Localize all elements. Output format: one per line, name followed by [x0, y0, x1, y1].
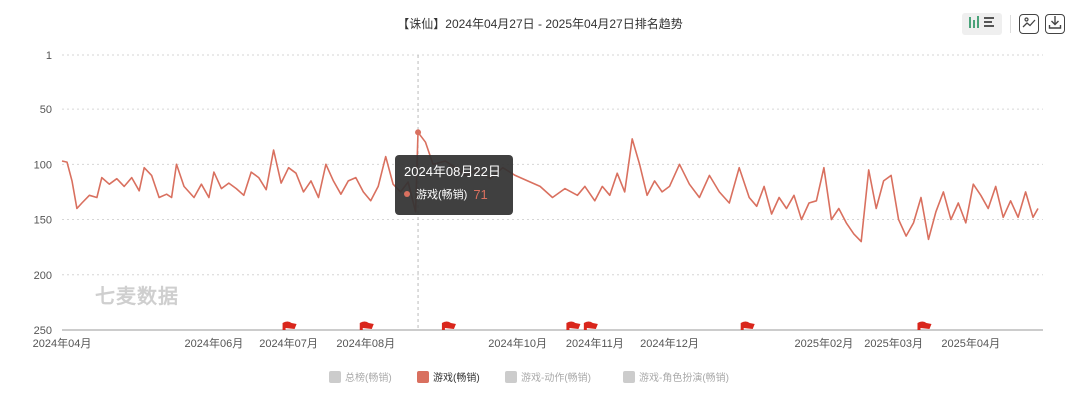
- x-axis: 2024年04月 2024年06月 2024年07月 2024年08月 2024年10月…: [33, 336, 1001, 350]
- event-flag[interactable]: [917, 321, 932, 331]
- hover-point: [415, 129, 422, 136]
- x-tick-label: 2025年04月: [941, 336, 1000, 350]
- x-tick-label: 2024年04月: [33, 336, 92, 350]
- legend-swatch[interactable]: [505, 371, 517, 383]
- x-tick-label: 2024年07月: [259, 336, 318, 350]
- event-flag[interactable]: [583, 321, 598, 331]
- y-tick-label: 150: [34, 215, 52, 227]
- series-line: [61, 131, 1039, 243]
- tooltip-value: 71: [473, 186, 488, 202]
- legend-item[interactable]: 游戏-动作(畅销): [505, 371, 591, 384]
- tooltip: 2024年08月22日 游戏(畅销) 71: [395, 155, 513, 215]
- legend: 总榜(畅销) 游戏(畅销) 游戏-动作(畅销) 游戏-角色扮演(畅销): [329, 371, 729, 384]
- download-icon[interactable]: [1048, 15, 1062, 34]
- tooltip-series-name: 游戏(畅销): [416, 189, 468, 201]
- save-image-button[interactable]: [1019, 14, 1039, 34]
- tooltip-row: 游戏(畅销) 71: [404, 186, 504, 202]
- legend-label[interactable]: 总榜(畅销): [345, 371, 392, 384]
- event-flag[interactable]: [359, 321, 374, 331]
- x-tick-label: 2025年03月: [864, 336, 923, 350]
- x-tick-label: 2025年02月: [795, 336, 854, 350]
- y-tick-label: 100: [34, 159, 52, 171]
- legend-swatch[interactable]: [329, 371, 341, 383]
- chart-title: 【诛仙】2024年04月27日 - 2025年04月27日排名趋势: [397, 16, 682, 31]
- event-flags[interactable]: [282, 321, 932, 331]
- x-tick-label: 2024年08月: [336, 336, 395, 350]
- event-flag[interactable]: [441, 321, 456, 331]
- legend-label[interactable]: 游戏-角色扮演(畅销): [639, 371, 729, 384]
- legend-swatch[interactable]: [417, 371, 429, 383]
- x-tick-label: 2024年12月: [640, 336, 699, 350]
- legend-item[interactable]: 游戏-角色扮演(畅销): [623, 371, 729, 384]
- save-image-icon[interactable]: [1022, 15, 1036, 34]
- legend-swatch[interactable]: [623, 371, 635, 383]
- x-tick-label: 2024年06月: [185, 336, 244, 350]
- chart-toolbar: [962, 13, 1065, 35]
- legend-label[interactable]: 游戏-动作(畅销): [521, 371, 591, 384]
- event-flag[interactable]: [566, 321, 581, 331]
- legend-label[interactable]: 游戏(畅销): [433, 371, 480, 384]
- watermark: 七麦数据: [95, 284, 179, 308]
- download-button[interactable]: [1045, 14, 1065, 34]
- grid-lines: [62, 54, 1043, 331]
- chart-type-toggle-icon[interactable]: [968, 15, 996, 34]
- y-tick-label: 1: [46, 50, 52, 62]
- legend-item[interactable]: 总榜(畅销): [329, 371, 392, 384]
- legend-item[interactable]: 游戏(畅销): [417, 371, 480, 384]
- tooltip-series-dot: [404, 191, 410, 197]
- y-tick-label: 50: [40, 104, 52, 116]
- tooltip-date: 2024年08月22日: [404, 164, 501, 179]
- x-tick-label: 2024年10月: [488, 336, 547, 350]
- event-flag[interactable]: [740, 321, 755, 331]
- chart-type-toggle[interactable]: [962, 13, 1002, 35]
- toolbar-divider: [1010, 15, 1011, 33]
- event-flag[interactable]: [282, 321, 297, 331]
- y-tick-label: 200: [34, 270, 52, 282]
- y-tick-label: 250: [34, 325, 52, 337]
- x-tick-label: 2024年11月: [566, 336, 624, 350]
